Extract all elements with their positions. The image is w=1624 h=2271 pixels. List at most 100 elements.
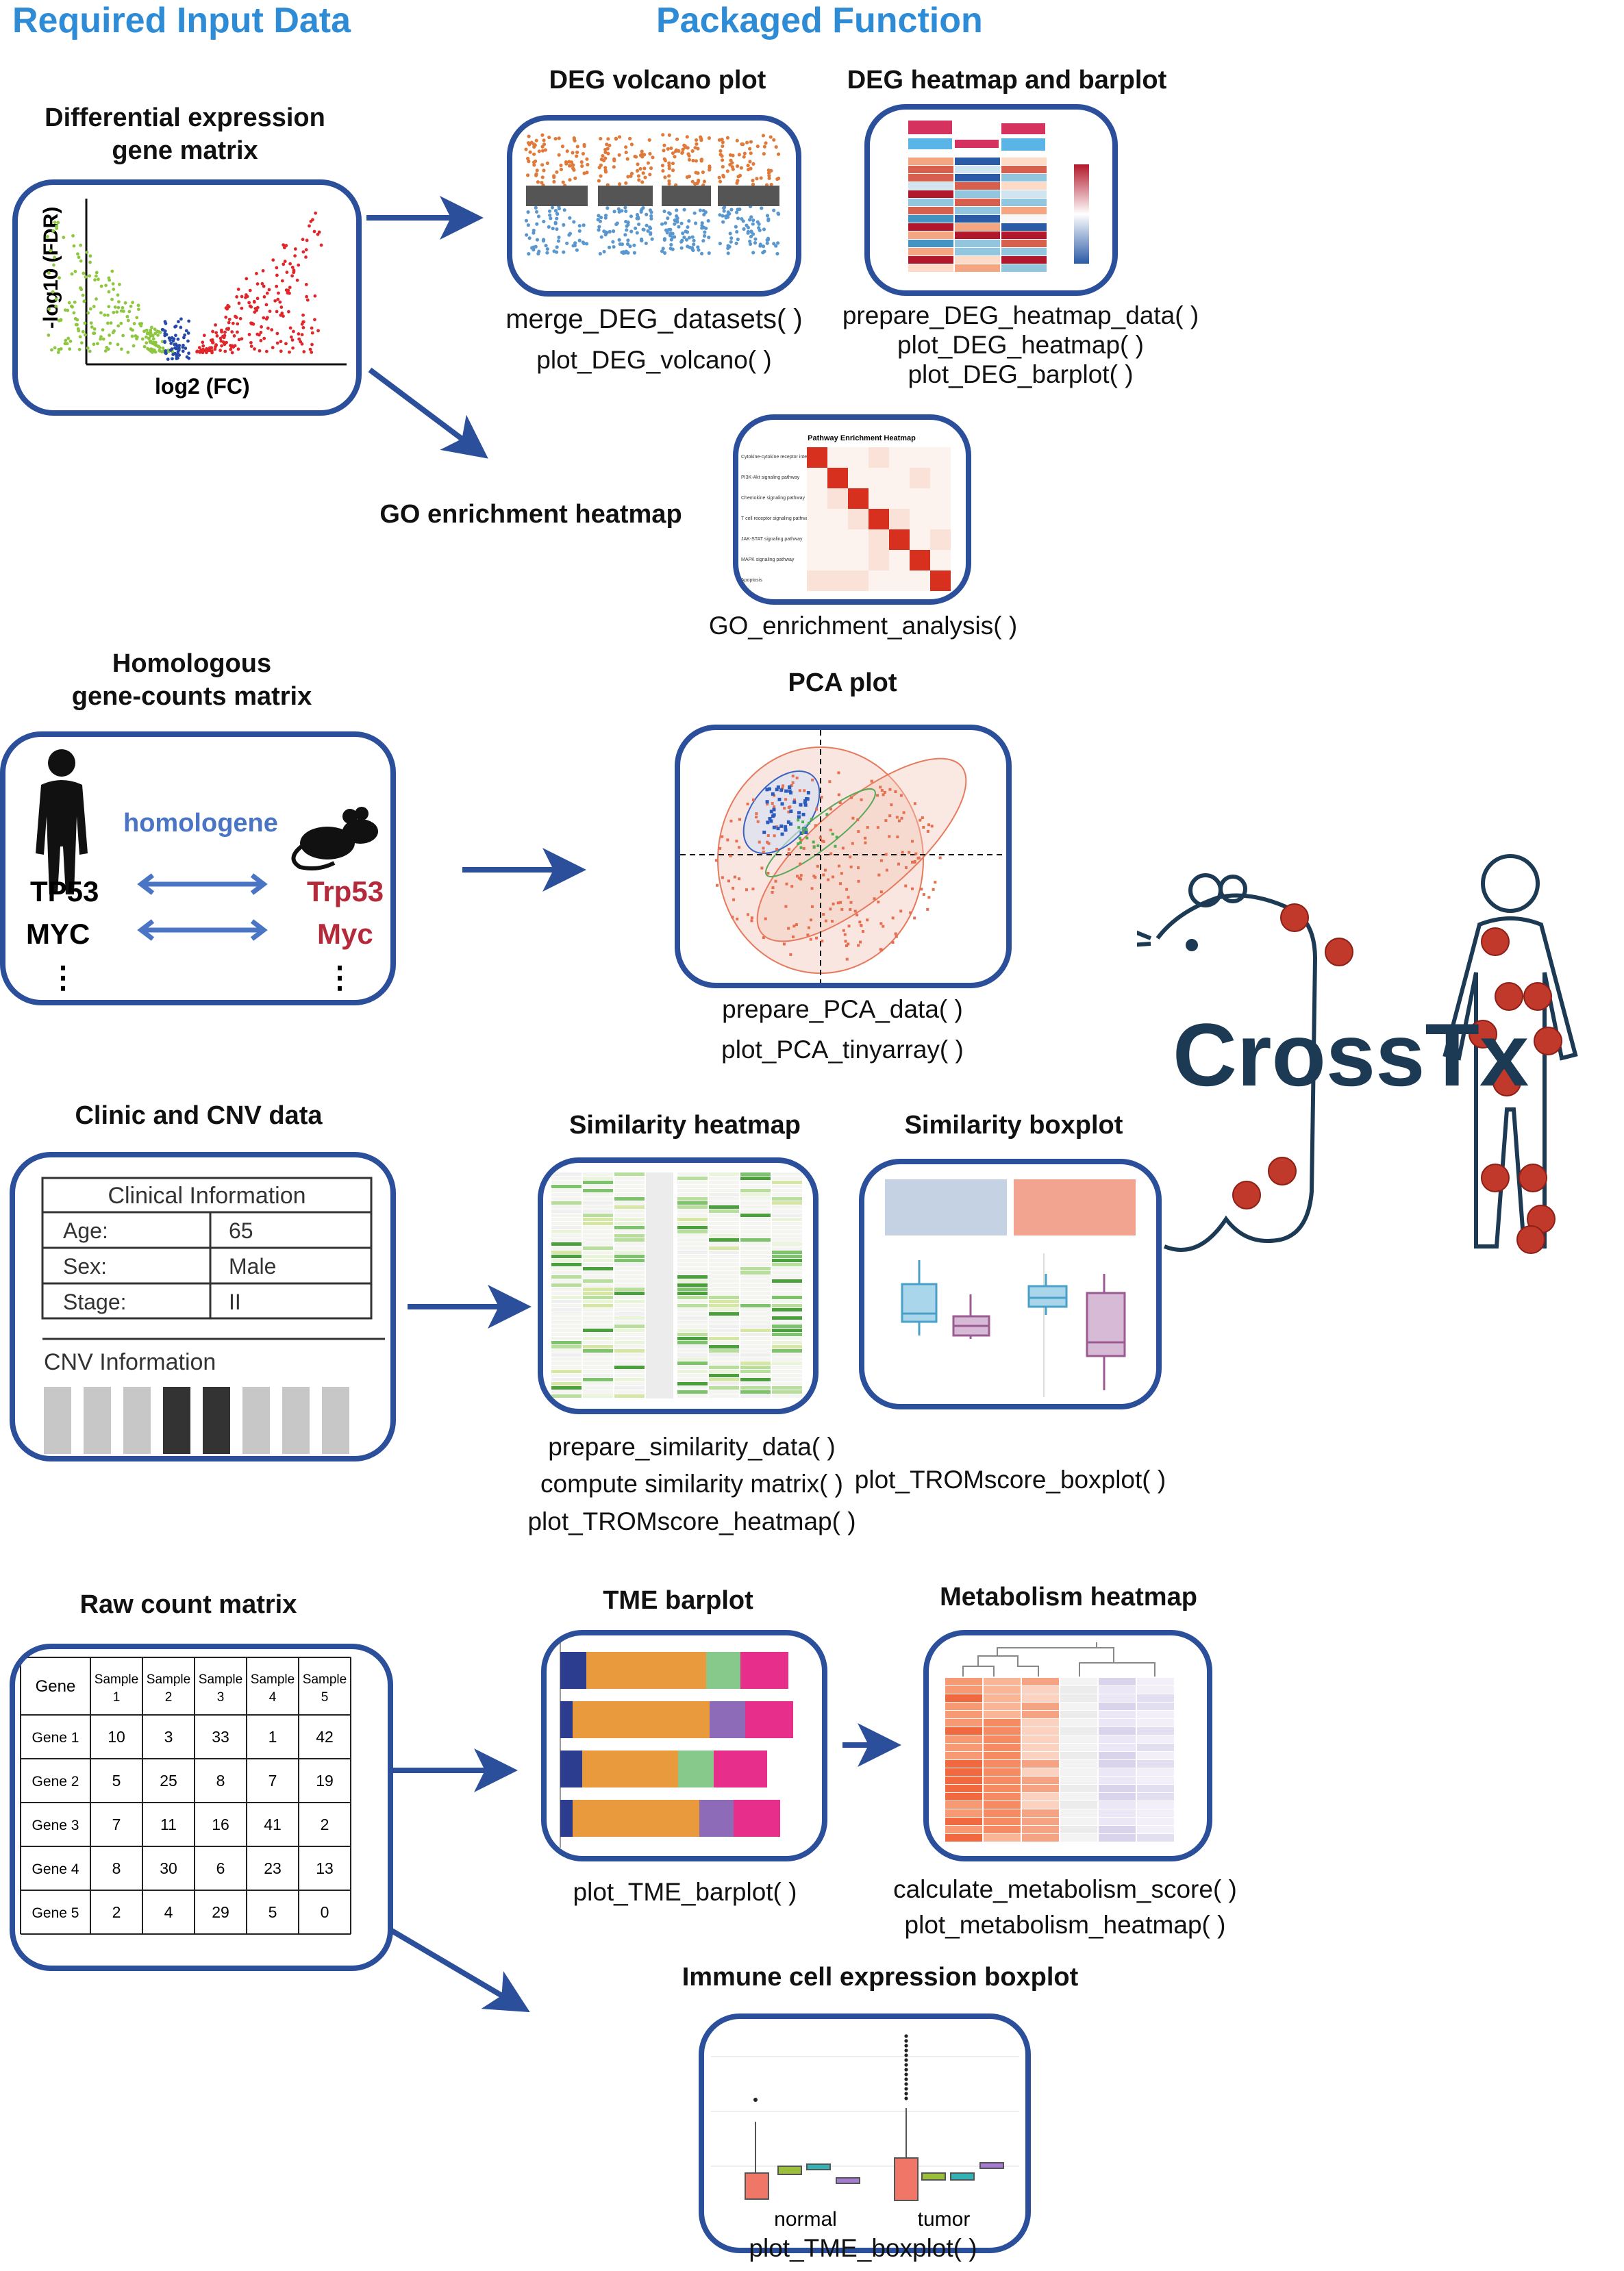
volcano-point	[151, 334, 155, 338]
volcano-point	[187, 319, 191, 323]
pca-point	[807, 926, 810, 929]
pca-point	[798, 836, 801, 840]
volcano-point	[288, 291, 291, 295]
sim-heatmap-cell	[677, 1189, 708, 1192]
merged-volcano-point	[680, 238, 684, 242]
merged-volcano-core	[526, 186, 588, 206]
volcano-box	[507, 115, 801, 297]
sim-heatmap-cell	[551, 1205, 582, 1209]
merged-volcano-point	[648, 151, 652, 156]
metab-heatmap-cell	[1060, 1809, 1097, 1817]
sim-heatmap-cell	[583, 1366, 613, 1369]
metab-heatmap-cell	[1137, 1768, 1174, 1776]
pca-point	[789, 810, 793, 814]
merged-volcano-point	[704, 226, 708, 230]
table-cell: 42	[316, 1728, 334, 1746]
merged-volcano-point	[720, 154, 724, 158]
table-cell: 23	[264, 1859, 282, 1877]
volcano-point	[81, 329, 85, 334]
pca-point	[787, 806, 790, 810]
volcano-point	[139, 324, 143, 328]
volcano-point	[219, 339, 223, 343]
table-cell: Gene 5	[32, 1905, 79, 1921]
merged-volcano-point	[721, 220, 725, 224]
sim-heatmap-cell	[614, 1288, 645, 1291]
merged-volcano-point	[575, 150, 579, 154]
sim-heatmap-cell	[614, 1370, 645, 1373]
sim-heatmap-cell	[709, 1353, 739, 1357]
sim-heatmap-fn-2: compute similarity matrix( )	[540, 1470, 843, 1498]
go-heatmap-cell	[848, 550, 869, 570]
merged-volcano-point	[761, 134, 766, 138]
merged-volcano-point	[726, 210, 730, 214]
deg-heatmap-cell	[955, 174, 1000, 181]
pca-point	[766, 803, 769, 806]
volcano-point	[77, 255, 81, 260]
pca-point	[738, 877, 741, 881]
merged-volcano-point	[545, 247, 549, 251]
merged-volcano-point	[606, 151, 610, 155]
merged-volcano-point	[605, 206, 610, 210]
volcano-point	[90, 325, 94, 329]
metab-heatmap-cell	[984, 1735, 1021, 1743]
sim-heatmap-cell	[677, 1201, 708, 1205]
pca-point	[890, 803, 893, 807]
pca-point	[766, 820, 770, 825]
pca-point	[849, 796, 853, 799]
sim-heatmap-cell	[583, 1320, 613, 1324]
go-row-label: MAPK signaling pathway	[741, 557, 795, 562]
go-heatmap-cell	[848, 509, 869, 529]
merged-volcano-point	[760, 206, 764, 210]
merged-volcano-point	[635, 231, 639, 235]
pca-point	[880, 949, 884, 952]
pca-point	[799, 846, 803, 849]
volcano-point	[255, 308, 259, 312]
cnv-bar	[282, 1387, 310, 1454]
volcano-point	[113, 305, 117, 309]
pca-point	[775, 847, 779, 851]
pca-point	[849, 908, 852, 912]
volcano-point	[185, 355, 189, 359]
tme-bar-segment	[586, 1652, 706, 1689]
merged-volcano-point	[717, 175, 721, 179]
pca-point	[879, 890, 883, 894]
go-heatmap-cell	[910, 488, 930, 509]
merged-volcano-point	[687, 219, 691, 223]
volcano-point	[64, 338, 68, 342]
metab-heatmap-cell	[1060, 1727, 1097, 1735]
volcano-point	[232, 334, 236, 338]
table-cell: 7	[112, 1816, 121, 1833]
volcano-point	[279, 349, 283, 353]
sim-heatmap-cell	[772, 1316, 802, 1320]
pca-point	[857, 944, 860, 947]
metab-heatmap-cell	[1099, 1678, 1136, 1685]
merged-volcano-point	[706, 218, 710, 223]
merged-volcano-point	[623, 205, 627, 210]
go-heatmap-cell	[910, 447, 930, 468]
merged-volcano-point	[699, 135, 703, 139]
merged-volcano-point	[680, 151, 684, 155]
metab-heatmap-cell	[984, 1834, 1021, 1842]
volcano-point	[227, 317, 232, 321]
volcano-point	[183, 333, 187, 337]
go-row-label: Chemokine signaling pathway	[741, 496, 805, 501]
metab-heatmap-cell	[1099, 1801, 1136, 1809]
merged-volcano-point	[721, 175, 726, 179]
pca-point	[839, 901, 842, 904]
pca-point	[781, 786, 784, 790]
merged-volcano-point	[728, 162, 732, 167]
volcano-point	[68, 347, 72, 351]
metab-heatmap-cell	[1022, 1818, 1059, 1825]
pca-point	[812, 875, 816, 878]
metab-heatmap-cell	[1137, 1785, 1174, 1792]
merged-volcano-point	[552, 175, 556, 179]
sim-heatmap-cell	[740, 1366, 771, 1369]
merged-volcano-point	[580, 164, 584, 168]
pca-point	[827, 878, 830, 881]
merged-volcano-point	[597, 225, 601, 229]
merged-volcano-point	[640, 207, 644, 212]
volcano-point	[153, 331, 158, 336]
outlier-point	[904, 2072, 908, 2076]
sim-heatmap-cell	[677, 1255, 708, 1258]
pca-point	[803, 803, 808, 807]
